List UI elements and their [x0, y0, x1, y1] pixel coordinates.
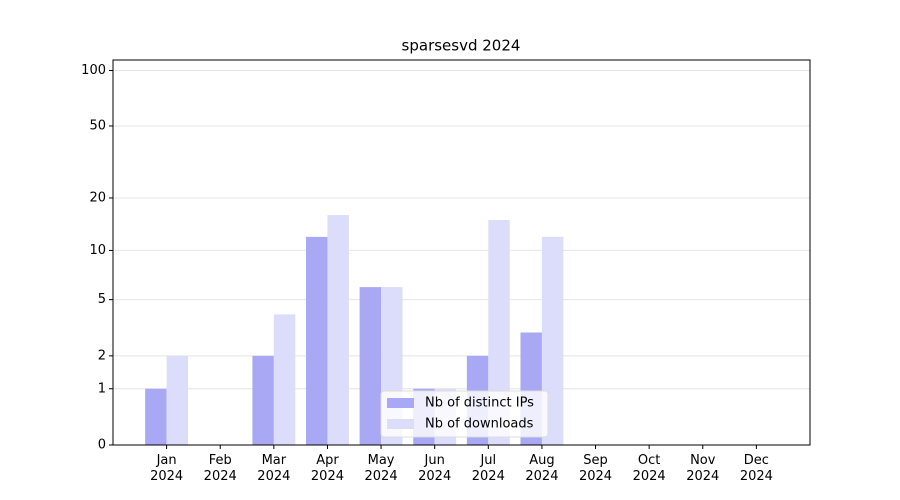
- x-tick-label: Jun 2024: [418, 453, 452, 484]
- axes-frame: [112, 59, 811, 446]
- x-tick-label: Nov 2024: [686, 453, 720, 484]
- bar: [306, 236, 328, 445]
- legend-swatch: [387, 398, 414, 408]
- bar: [252, 355, 274, 445]
- legend: Nb of distinct IPs Nb of downloads: [380, 390, 549, 438]
- x-tick-label: Sep 2024: [578, 453, 613, 484]
- x-tick-label: Mar 2024: [257, 453, 291, 484]
- chart-title: sparsesvd 2024: [402, 37, 521, 55]
- legend-label: Nb of downloads: [425, 417, 534, 432]
- y-tick-label: 100: [81, 63, 106, 78]
- x-tick-label: Dec 2024: [739, 453, 773, 484]
- x-tick-label: Jul 2024: [471, 453, 505, 484]
- y-tick-label: 5: [98, 292, 106, 307]
- y-tick-label: 1: [98, 381, 106, 396]
- x-tick-label: Jan 2024: [150, 453, 184, 484]
- bar: [327, 215, 349, 445]
- legend-box: [380, 390, 549, 438]
- y-tick-label: 0: [98, 438, 106, 453]
- y-tick-label: 10: [89, 243, 106, 258]
- x-tick-label: Aug 2024: [525, 453, 559, 484]
- x-tick-label: Feb 2024: [203, 453, 237, 484]
- bar: [488, 220, 510, 445]
- bar: [273, 314, 296, 445]
- y-tick-label: 20: [89, 190, 106, 205]
- y-tick-label: 2: [98, 348, 106, 363]
- bar: [145, 388, 167, 445]
- legend-swatch: [387, 419, 414, 429]
- bar: [359, 287, 382, 445]
- x-tick-label: Oct 2024: [632, 453, 666, 484]
- y-tick-label: 50: [89, 118, 106, 133]
- x-tick-label: Apr 2024: [310, 453, 344, 484]
- legend-label: Nb of distinct IPs: [425, 396, 534, 411]
- x-tick-label: May 2024: [364, 453, 398, 484]
- bar: [166, 355, 189, 445]
